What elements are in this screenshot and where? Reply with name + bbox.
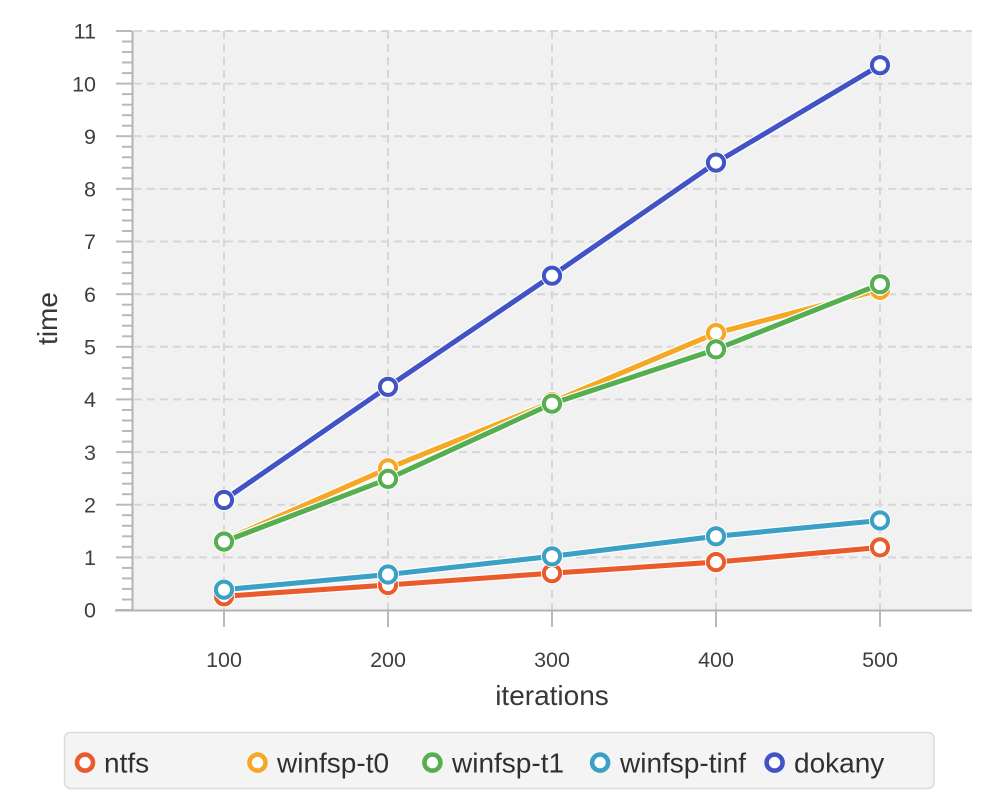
svg-text:5: 5 (84, 336, 96, 360)
svg-text:time: time (32, 292, 63, 345)
svg-text:iterations: iterations (495, 680, 609, 711)
svg-text:400: 400 (698, 648, 734, 672)
svg-text:3: 3 (84, 441, 96, 465)
svg-text:2: 2 (84, 493, 96, 517)
svg-text:300: 300 (534, 648, 570, 672)
svg-text:11: 11 (74, 20, 96, 44)
svg-text:8: 8 (84, 178, 96, 202)
svg-text:6: 6 (84, 283, 96, 307)
svg-text:500: 500 (862, 648, 898, 672)
svg-text:10: 10 (72, 72, 96, 96)
svg-text:winfsp-tinf: winfsp-tinf (619, 748, 746, 779)
svg-text:4: 4 (84, 388, 96, 412)
svg-text:dokany: dokany (794, 748, 884, 779)
svg-text:1: 1 (84, 546, 96, 570)
svg-text:9: 9 (84, 125, 96, 149)
svg-text:winfsp-t0: winfsp-t0 (276, 748, 389, 779)
svg-text:7: 7 (84, 230, 96, 254)
svg-text:100: 100 (206, 648, 242, 672)
svg-text:ntfs: ntfs (104, 748, 149, 779)
svg-text:winfsp-t1: winfsp-t1 (451, 748, 564, 779)
svg-text:200: 200 (370, 648, 406, 672)
svg-text:0: 0 (84, 599, 96, 623)
